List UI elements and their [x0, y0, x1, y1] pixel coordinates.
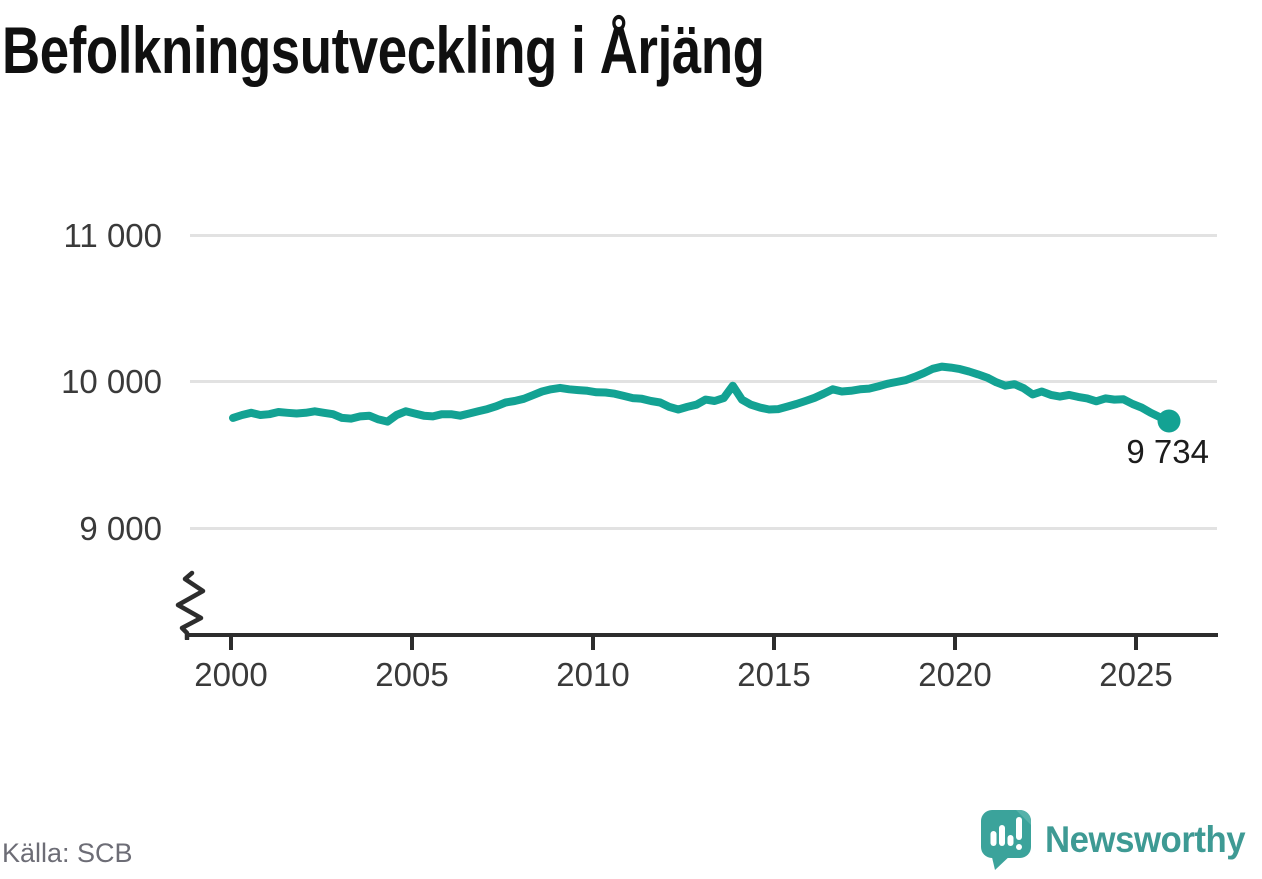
x-axis-tick	[410, 637, 414, 650]
x-axis-tick	[591, 637, 595, 650]
gridline-9000	[190, 527, 1217, 530]
newsworthy-logo[interactable]: Newsworthy	[980, 809, 1258, 871]
x-axis-tick-label: 2025	[1099, 656, 1173, 693]
x-axis-tick-label: 2020	[918, 656, 992, 693]
population-line	[229, 362, 1173, 426]
gridline-10000	[190, 380, 1217, 383]
x-axis-tick-label: 2000	[194, 656, 268, 693]
newsworthy-logo-text: Newsworthy	[1045, 819, 1246, 860]
x-axis-tick-label: 2015	[737, 656, 811, 693]
y-axis-tick-label: 9 000	[79, 510, 162, 547]
x-axis-tick	[772, 637, 776, 650]
broken-axis-zigzag-icon	[175, 570, 206, 640]
y-axis-tick-label: 10 000	[61, 363, 162, 400]
x-axis-tick	[1134, 637, 1138, 650]
x-axis-tick-label: 2005	[375, 656, 449, 693]
source-note: Källa: SCB	[2, 838, 133, 868]
x-axis-tick	[229, 637, 233, 650]
page-title: Befolkningsutveckling i Årjäng	[2, 13, 765, 87]
gridline-11000	[190, 234, 1217, 237]
last-value-label: 9 734	[1126, 433, 1209, 470]
last-point-marker	[1157, 409, 1181, 433]
x-axis-line	[188, 633, 1218, 637]
x-axis-tick-label: 2010	[556, 656, 630, 693]
x-axis-tick	[953, 637, 957, 650]
y-axis-tick-label: 11 000	[63, 217, 162, 254]
newsworthy-logo-icon	[981, 810, 1032, 870]
